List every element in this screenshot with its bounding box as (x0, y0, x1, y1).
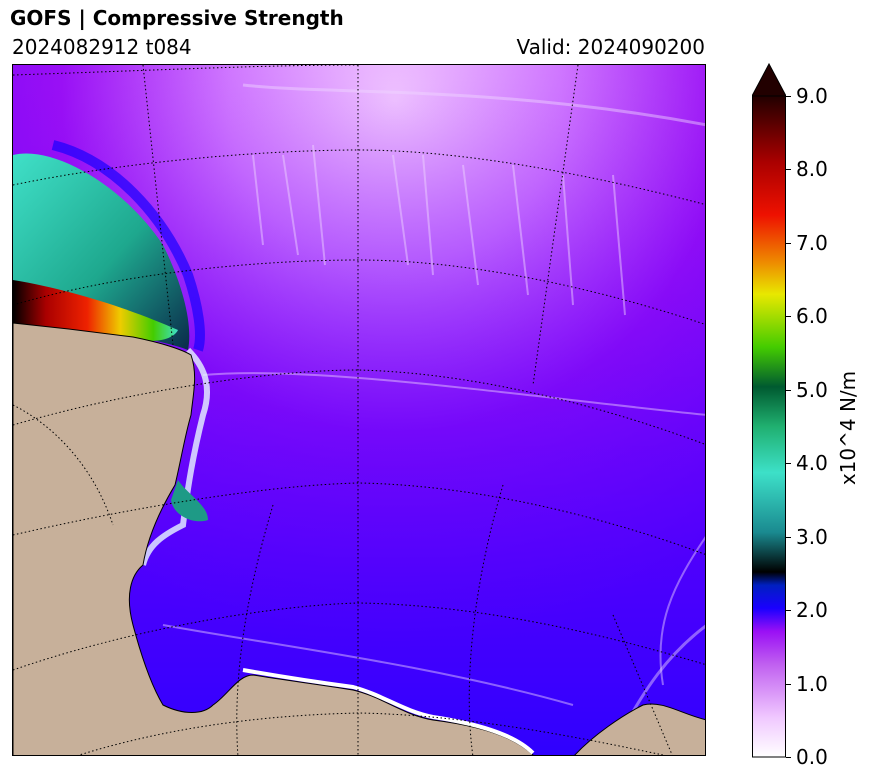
ice-dark-edge (51, 140, 205, 352)
colorbar-tick-mark (786, 242, 791, 244)
land-east (574, 703, 705, 755)
colorbar-tick-label: 7.0 (796, 230, 828, 255)
colorbar-tick-label: 3.0 (796, 524, 828, 549)
coast-teal-patch (171, 480, 208, 522)
colorbar-tick-label: 5.0 (796, 377, 828, 402)
colorbar-tick-label: 2.0 (796, 598, 828, 623)
coast-white-lip (242, 668, 535, 755)
map-canvas (13, 65, 705, 755)
graticule (13, 65, 705, 755)
colorbar-tick-mark (786, 683, 791, 685)
colorbar-tick-mark (786, 610, 791, 612)
land-west (13, 322, 534, 755)
colorbar-tick-mark (786, 757, 791, 758)
colorbar-tick-mark (786, 536, 791, 538)
coast-fringe (140, 347, 210, 566)
colorbar-tick-mark (786, 389, 791, 391)
map-panel (12, 64, 706, 756)
colorbar-extend-arrow (752, 62, 786, 97)
colorbar-scale (752, 95, 786, 758)
colorbar-tick-mark (786, 463, 791, 465)
valid-time-label: Valid: 2024090200 (516, 35, 705, 59)
colorbar-tick-mark (786, 96, 791, 97)
colorbar-tick-label: 6.0 (796, 304, 828, 329)
map-title: GOFS | Compressive Strength (10, 6, 344, 30)
colorbar-tick-label: 4.0 (796, 451, 828, 476)
colorbar (752, 62, 786, 758)
ice-hot-core (13, 280, 178, 341)
run-label: 2024082912 t084 (12, 35, 192, 59)
colorbar-tick-label: 8.0 (796, 157, 828, 182)
colorbar-unit-label: x10^4 N/m (836, 370, 860, 486)
colorbar-tick-label: 9.0 (796, 84, 828, 108)
colorbar-tick-label: 0.0 (796, 745, 828, 769)
colorbar-tick-mark (786, 169, 791, 171)
colorbar-tick-label: 1.0 (796, 671, 828, 696)
ice-leads (162, 83, 705, 746)
colorbar-tick-mark (786, 316, 791, 318)
